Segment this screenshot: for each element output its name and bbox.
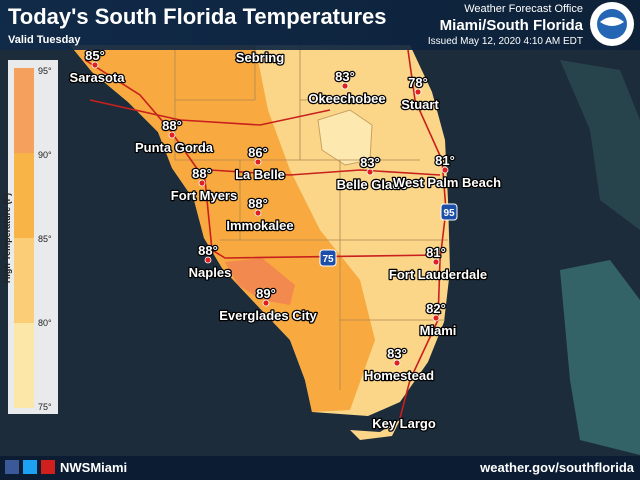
highway-number: 75 [322,254,334,265]
twitter-icon[interactable] [23,460,37,474]
city-name: West Palm Beach [393,175,501,190]
land-90s [225,258,295,305]
legend-swatch [14,153,34,238]
highway-shields: 75 95 [319,203,458,267]
social-handle: NWSMiami [60,460,127,475]
city-temp: 81° [426,245,446,260]
youtube-icon[interactable] [41,460,55,474]
subtitle: Valid Tuesday [8,34,81,46]
city-temp: 88° [248,196,268,211]
city-name: Homestead [364,368,434,383]
legend-swatch [14,323,34,408]
bahamas-shoal [560,60,640,230]
city-dot [432,258,440,266]
city-name: Fort Lauderdale [389,267,487,282]
city-dot [341,82,349,90]
city-name: Miami [420,323,457,338]
header-bar [0,0,640,50]
legend-ticks: 95° 90° 85° 80° 75° [38,66,52,412]
city-dot [393,359,401,367]
city-temp: 83° [335,69,355,84]
city-temp: 88° [192,166,212,181]
legend-tick: 95° [38,66,52,76]
city-name: Immokalee [226,218,293,233]
city-name: Sarasota [70,70,126,85]
facebook-icon[interactable] [5,460,19,474]
land-85s [70,45,375,412]
city-dot [414,88,422,96]
city-dot [366,168,374,176]
city-name: Fort Myers [171,188,237,203]
cities: 85° Sarasota Sebring 83° Okeechobee 78° Stuart… [68,47,502,433]
city-temp: 83° [387,346,407,361]
city-dot [204,256,212,264]
bahamas-shoal [560,260,640,455]
city-dot [441,166,449,174]
city-temp: 89° [256,286,276,301]
city-dot [262,299,270,307]
city-name: Naples [189,265,232,280]
city-name: Key Largo [372,416,436,431]
legend-tick: 80° [38,318,52,328]
city-name: Belle Glade [337,177,408,192]
website[interactable]: weather.gov/southflorida [479,460,635,475]
legend-tick: 75° [38,402,52,412]
city-dot [254,158,262,166]
legend-swatch [14,238,34,323]
legend-tick: 85° [38,234,52,244]
city-dot [198,179,206,187]
legend-title: High Temperature (F) [2,193,12,283]
highway-number: 95 [443,208,455,219]
title: Today's South Florida Temperatures [8,4,386,29]
city-name: Stuart [401,97,439,112]
city-temp: 78° [408,75,428,90]
city-dot [91,61,99,69]
issued: Issued May 12, 2020 4:10 AM EDT [428,36,583,47]
legend-tick: 90° [38,150,52,160]
footer-bar [0,456,640,480]
keys [350,420,400,440]
nws-logo [590,2,634,46]
city-name: La Belle [235,167,285,182]
city-name: Sebring [236,50,284,65]
roads [84,49,447,419]
city-temp: 85° [85,48,105,63]
city-temp: 88° [198,243,218,258]
region: Miami/South Florida [440,17,584,34]
highway-shield [440,203,458,221]
city-name: Punta Gorda [135,140,214,155]
city-temp: 83° [360,155,380,170]
highway-shield [319,249,337,267]
legend-swatch [14,68,34,153]
city-dot [432,314,440,322]
county-lines [174,45,448,390]
city-temp: 81° [435,153,455,168]
city-temp: 86° [248,145,268,160]
city-temp: 88° [162,118,182,133]
office: Weather Forecast Office [464,3,583,15]
city-dot [168,131,176,139]
city-dot [254,209,262,217]
city-name: Okeechobee [308,91,385,106]
city-temp: 82° [426,301,446,316]
city-name: Everglades City [219,308,317,323]
